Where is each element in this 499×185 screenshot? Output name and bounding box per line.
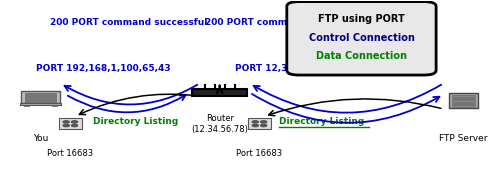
Bar xyxy=(452,98,476,99)
Text: You: You xyxy=(33,134,48,143)
Text: 200 PORT command successful.: 200 PORT command successful. xyxy=(205,18,365,27)
Bar xyxy=(52,105,57,106)
Bar xyxy=(452,95,476,97)
Circle shape xyxy=(63,121,69,123)
Bar xyxy=(58,118,82,129)
Text: Directory Listing: Directory Listing xyxy=(279,117,365,126)
FancyBboxPatch shape xyxy=(21,91,60,103)
Text: FTP Server: FTP Server xyxy=(439,134,488,143)
Text: 200 PORT command successful.: 200 PORT command successful. xyxy=(50,18,211,27)
Circle shape xyxy=(71,121,78,123)
Text: Router
(12.34.56.78): Router (12.34.56.78) xyxy=(191,114,248,134)
Bar xyxy=(449,93,479,108)
Circle shape xyxy=(71,124,78,127)
Bar xyxy=(24,105,29,106)
Circle shape xyxy=(63,124,69,127)
Circle shape xyxy=(260,121,266,123)
Text: Data Connection: Data Connection xyxy=(316,51,407,61)
FancyBboxPatch shape xyxy=(287,2,436,75)
Bar xyxy=(452,105,476,107)
Bar xyxy=(452,100,476,102)
Text: Control Connection: Control Connection xyxy=(308,33,414,43)
Circle shape xyxy=(252,124,258,127)
Text: Port 16683: Port 16683 xyxy=(47,149,93,158)
Bar xyxy=(25,93,56,102)
Text: FTP using PORT: FTP using PORT xyxy=(318,14,405,24)
Text: PORT 192,168,1,100,65,43: PORT 192,168,1,100,65,43 xyxy=(35,64,170,73)
Text: Directory Listing: Directory Listing xyxy=(93,117,178,126)
Bar xyxy=(192,89,247,96)
Text: PORT 12,34,56,78,65,43: PORT 12,34,56,78,65,43 xyxy=(235,64,357,73)
Bar xyxy=(248,118,271,129)
Circle shape xyxy=(252,121,258,123)
Circle shape xyxy=(260,124,266,127)
Bar xyxy=(19,103,61,105)
Text: Port 16683: Port 16683 xyxy=(237,149,282,158)
Bar xyxy=(452,103,476,104)
